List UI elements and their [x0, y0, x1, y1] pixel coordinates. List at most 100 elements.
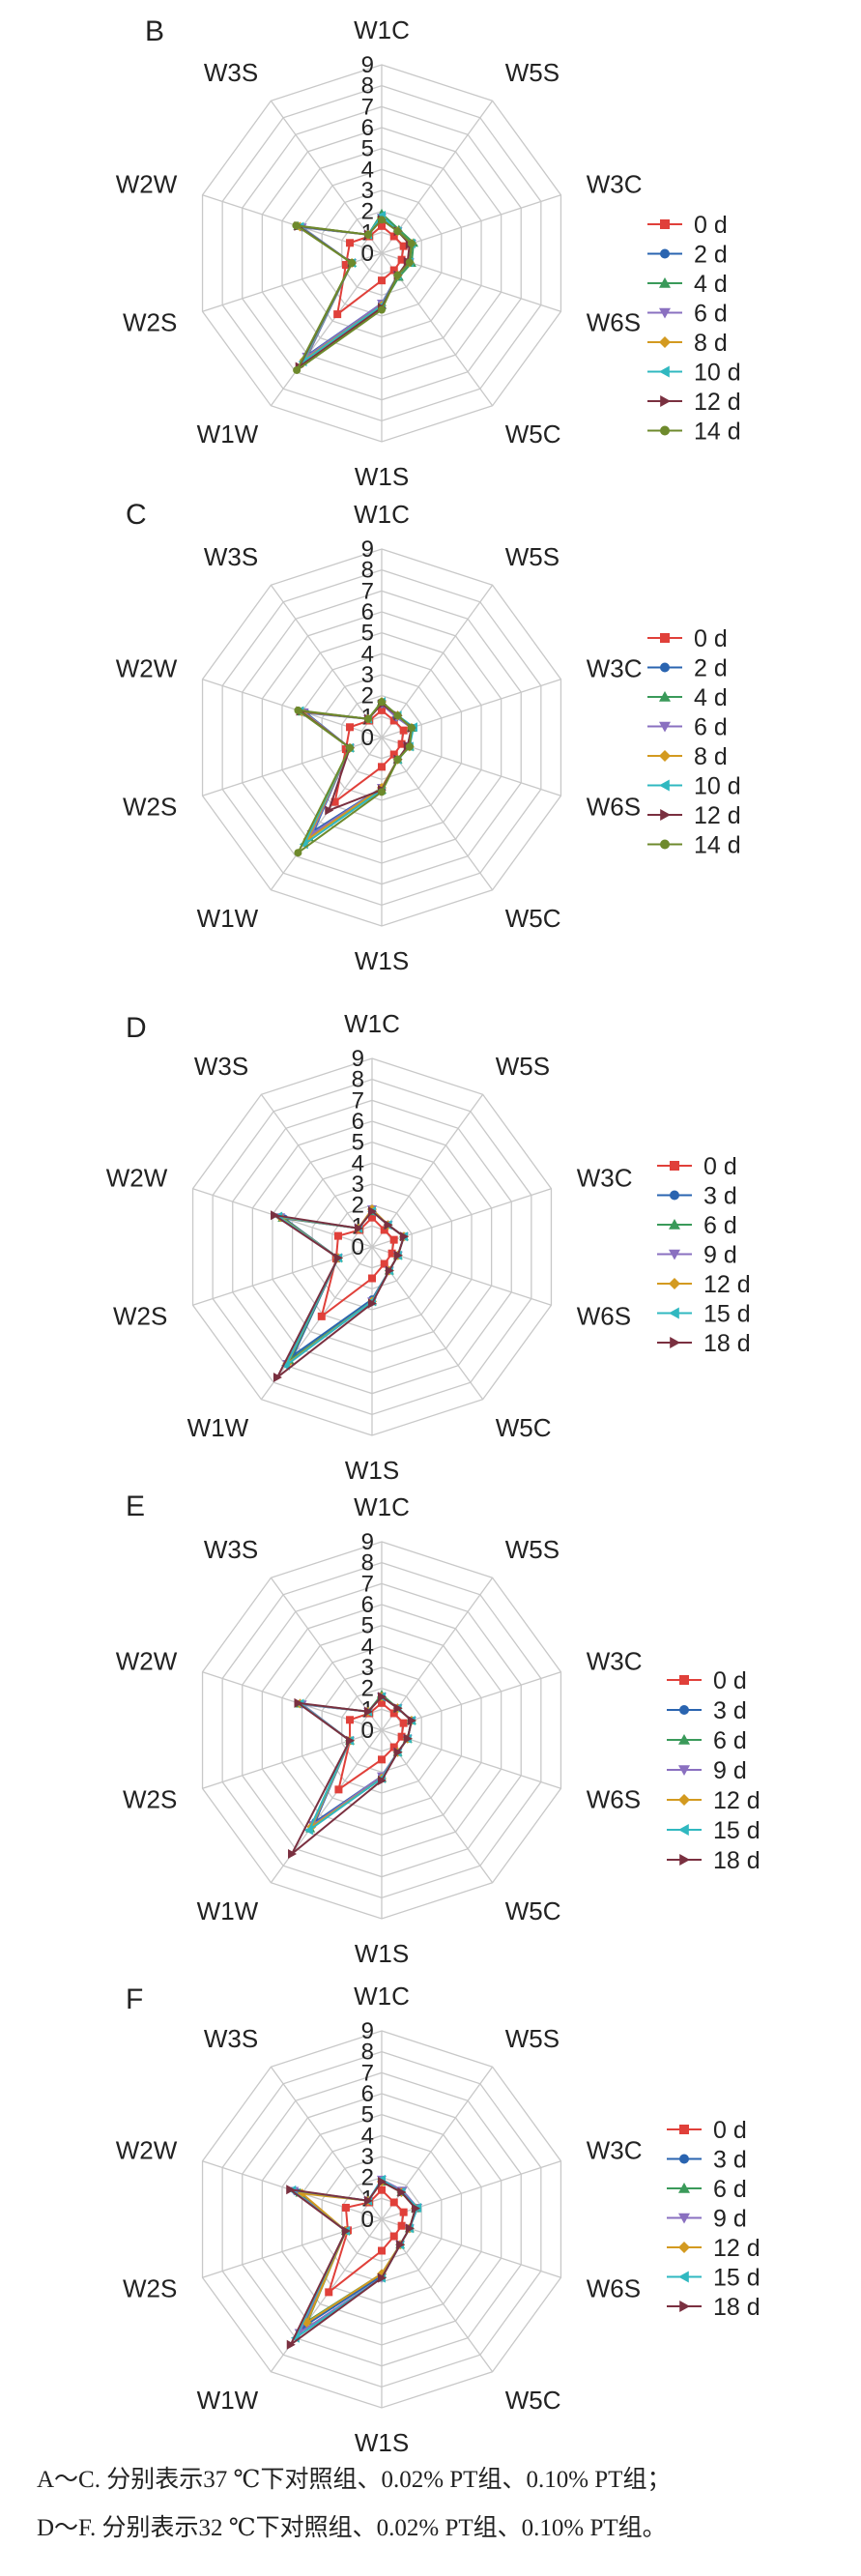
legend-label: 18 d	[713, 1847, 761, 1874]
data-point	[286, 2185, 296, 2195]
axis-label-w3s: W3S	[194, 1052, 248, 1081]
radial-tick-label: 2	[361, 199, 374, 225]
legend-item: 6 d	[647, 714, 728, 741]
axis-label-w5c: W5C	[505, 1896, 561, 1925]
data-point	[363, 2195, 373, 2206]
axis-label-w1c: W1C	[354, 1982, 410, 2011]
axis-label-w2s: W2S	[123, 1784, 177, 1813]
legend-item: 0 d	[647, 625, 728, 652]
radar-chart-F: F0123456789W1CW5SW3CW6SW5CW1SW1WW2SW2WW3…	[116, 1982, 761, 2457]
figure-caption-line-1: A～C. 分别表示37 ℃下对照组、0.02% PT组、0.10% PT组；	[37, 2467, 672, 2493]
data-point	[405, 742, 414, 751]
axis-label-w1c: W1C	[354, 1492, 410, 1521]
axis-label-w6s: W6S	[587, 1784, 641, 1813]
data-point	[333, 1253, 343, 1263]
radial-tick-label: 6	[361, 115, 374, 141]
radial-tick-label: 9	[361, 52, 374, 78]
data-point	[378, 1698, 386, 1707]
axis-label-w1s: W1S	[355, 946, 409, 975]
data-point	[397, 1732, 406, 1741]
radar-chart-D: D0123456789W1CW5SW3CW6SW5CW1SW1WW2SW2WW3…	[106, 1009, 751, 1485]
grid-spoke	[202, 194, 383, 254]
legend-marker	[678, 2271, 689, 2283]
series-18d	[271, 1206, 409, 1382]
legend-item: 2 d	[647, 655, 728, 682]
radial-tick-label: 9	[352, 1046, 364, 1072]
grid-spoke	[260, 1093, 373, 1248]
data-point	[405, 258, 414, 267]
legend-label: 4 d	[694, 271, 728, 298]
legend-marker	[669, 1307, 679, 1319]
data-point	[378, 2272, 387, 2283]
axis-label-w2s: W2S	[123, 307, 177, 336]
legend-item: 6 d	[667, 1727, 747, 1754]
radial-tick-label: 0	[352, 1234, 364, 1260]
legend-label: 2 d	[694, 242, 728, 269]
legend-marker	[670, 1190, 679, 1201]
data-point	[378, 706, 386, 714]
grid-spoke	[270, 2066, 383, 2220]
legend-label: 4 d	[694, 684, 728, 711]
data-point	[378, 276, 386, 285]
axis-label-w2w: W2W	[116, 1647, 178, 1676]
legend-label: 15 d	[713, 1817, 761, 1844]
axis-label-w2s: W2S	[123, 2273, 177, 2302]
legend-marker	[670, 1337, 680, 1348]
radial-tick-label: 5	[361, 621, 374, 647]
legend-label: 14 d	[694, 832, 741, 859]
radial-tick-label: 7	[361, 1571, 374, 1597]
legend-item: 15 d	[667, 1817, 761, 1844]
data-point	[341, 261, 350, 270]
data-point	[389, 750, 398, 759]
data-point	[397, 2221, 406, 2230]
axis-label-w3c: W3C	[587, 2136, 643, 2165]
data-point	[384, 1220, 393, 1230]
legend: 0 d 3 d6 d 9 d12 d 15 d18 d	[657, 1153, 751, 1357]
data-point	[397, 2186, 407, 2197]
legend-label: 12 d	[694, 389, 741, 416]
data-point	[405, 2223, 415, 2234]
data-point	[399, 2208, 408, 2216]
data-point	[286, 2339, 296, 2350]
data-point	[399, 1719, 408, 1727]
legend-item: 9 d	[667, 2206, 747, 2233]
data-point	[389, 232, 398, 241]
radial-tick-label: 9	[361, 1529, 374, 1555]
radial-tick-label: 2	[352, 1193, 364, 1219]
legend-label: 12 d	[713, 2235, 761, 2262]
radial-tick-label: 2	[361, 683, 374, 709]
legend-marker	[679, 2301, 690, 2312]
data-point	[346, 239, 355, 247]
axis-label-w1w: W1W	[197, 904, 259, 933]
legend-label: 2 d	[694, 655, 728, 682]
grid-spoke	[270, 100, 383, 254]
data-point	[403, 1733, 413, 1744]
data-point	[378, 221, 386, 230]
legend-marker	[678, 1765, 690, 1776]
data-point	[317, 1312, 326, 1320]
legend-marker	[678, 2213, 690, 2224]
series-18d	[288, 1692, 416, 1859]
axis-label-w3c: W3C	[587, 1647, 643, 1676]
data-point	[378, 763, 386, 771]
panel-label: F	[126, 1983, 143, 2015]
legend-item: 4 d	[647, 684, 728, 711]
radial-tick-label: 8	[361, 2040, 374, 2066]
data-point	[378, 1692, 387, 1702]
radial-tick-label: 5	[361, 136, 374, 162]
figure-caption-line-2: D～F. 分别表示32 ℃下对照组、0.02% PT组、0.10% PT组。	[37, 2515, 667, 2541]
data-point	[407, 1715, 416, 1725]
data-point	[378, 305, 386, 314]
legend-label: 18 d	[713, 2294, 761, 2321]
legend-label: 3 d	[713, 1697, 747, 1724]
legend-marker	[679, 2125, 689, 2134]
data-point	[346, 1716, 355, 1724]
legend-label: 9 d	[713, 2206, 747, 2233]
legend-label: 0 d	[713, 1667, 747, 1694]
legend: 0 d 2 d4 d 6 d8 d 10 d12 d 14 d	[647, 212, 741, 446]
axis-label-w1s: W1S	[355, 462, 409, 491]
legend-marker	[678, 1794, 690, 1806]
radial-tick-label: 2	[361, 2165, 374, 2191]
axis-label-w5s: W5S	[505, 58, 560, 87]
